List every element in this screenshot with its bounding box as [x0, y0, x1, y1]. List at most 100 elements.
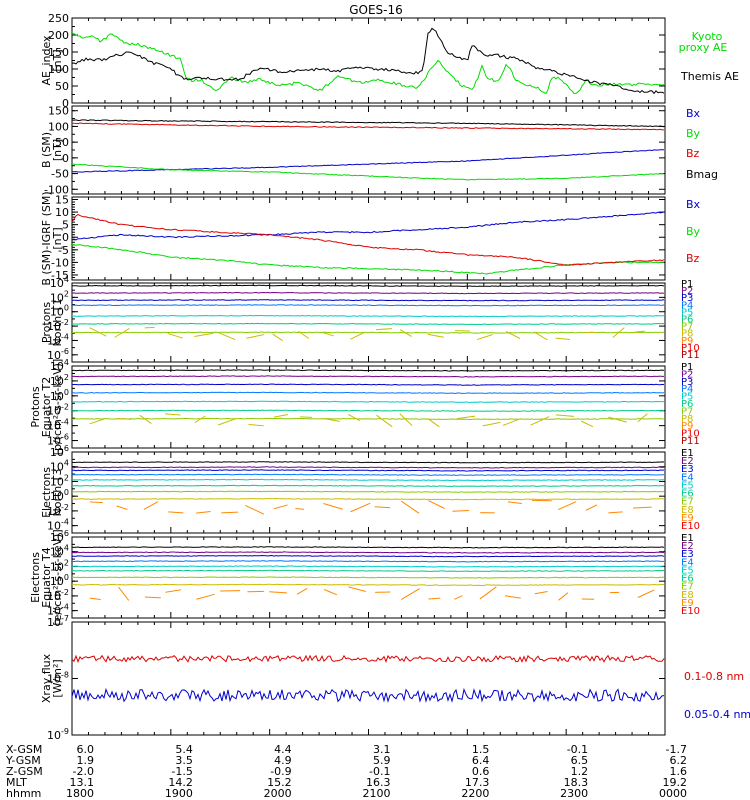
legend-e7: E7: [681, 582, 694, 593]
channel-segment-e9: [558, 592, 569, 601]
channel-segment-p8: [633, 330, 645, 333]
y-tick-label: 10-4: [47, 418, 69, 433]
footer-value: 4.9: [274, 754, 292, 767]
legend-by: By: [686, 225, 701, 238]
y-tick-label: 0: [62, 231, 69, 244]
panel-frame: [71, 365, 666, 449]
y-tick-label: 250: [48, 12, 69, 25]
channel-line-e5: [71, 478, 664, 482]
y-axis-label: B (SM)-IGRF (SM): [40, 191, 53, 285]
footer-value: 5.4: [175, 743, 193, 756]
channel-line-p5: [72, 314, 665, 318]
footer-value: 1800: [66, 787, 94, 800]
y-axis-label: [W/m²]: [51, 659, 64, 697]
channel-segment-p8: [350, 332, 365, 340]
footer-value: -0.1: [567, 743, 588, 756]
channel-line-p3: [71, 383, 665, 386]
y-tick-label: 10: [55, 206, 69, 219]
legend-p9: P9: [681, 421, 693, 432]
y-axis-label: B (SM): [40, 132, 53, 168]
legend-e4: E4: [681, 557, 694, 568]
y-tick-label: 150: [48, 105, 69, 118]
channel-segment-p8: [272, 333, 283, 342]
y-tick-label: 104: [50, 358, 69, 373]
legend-e10: E10: [681, 606, 700, 617]
footer-value: -0.1: [369, 765, 390, 778]
channel-line-p5: [71, 400, 665, 403]
footer-value: 2200: [461, 787, 489, 800]
legend-e1: E1: [681, 533, 694, 544]
panel-2: B (SM)[nT] 150 100 50 0 -50 -100 Bx By Bz Bmag: [40, 105, 718, 197]
channel-line-e1: [71, 546, 665, 549]
footer-label-hhmm: hhmm: [6, 787, 41, 800]
channel-line-e8: [71, 583, 665, 586]
channel-segment-e9: [143, 501, 159, 510]
channel-segment-p8: [217, 417, 238, 426]
channel-segment-p8: [376, 328, 393, 331]
legend-e10: E10: [681, 521, 700, 532]
legend-bx: Bx: [686, 198, 701, 211]
channel-segment-p8: [533, 331, 548, 341]
series-line-kyoto-proxy-ae: [71, 32, 665, 95]
legend-e3: E3: [681, 464, 694, 475]
channel-segment-e9: [428, 597, 441, 600]
channel-segment-p8: [555, 414, 575, 417]
channel-line-p7: [72, 417, 665, 421]
legend-themis-ae: Themis AE: [680, 70, 739, 83]
channel-segment-e9: [196, 593, 215, 600]
channel-line-e2: [71, 551, 665, 554]
channel-segment-e9: [269, 591, 287, 594]
footer-label-mlt: MLT: [6, 776, 27, 789]
legend-p3: P3: [681, 377, 693, 388]
footer-value: 15.2: [267, 776, 292, 789]
legend-proxy-ae: proxy AE: [679, 41, 728, 54]
legend-e9: E9: [681, 598, 694, 609]
footer-value: 2100: [363, 787, 391, 800]
y-tick-label: 10-6: [47, 433, 69, 448]
y-tick-label: 10-4: [47, 603, 69, 618]
channel-segment-p8: [427, 418, 440, 428]
y-tick-label: 10-4: [47, 518, 69, 533]
y-axis-label: Xray flux: [40, 653, 53, 703]
legend-p6: P6: [681, 315, 693, 326]
footer-value: 1.6: [670, 765, 688, 778]
channel-line-p2: [71, 375, 664, 378]
channel-line-e4: [71, 473, 665, 476]
channel-segment-e9: [633, 506, 652, 509]
channel-segment-e9: [165, 589, 182, 593]
y-axis-label: Electrons: [40, 467, 53, 518]
y-axis-label: Equator T4: [40, 547, 53, 607]
y-axis-label: Protons: [40, 302, 53, 343]
channel-segment-p8: [456, 415, 476, 420]
channel-segment-e9: [585, 504, 598, 511]
channel-segment-p8: [273, 414, 289, 418]
y-axis-label: [p/(cm²-s-sr-keV)]: [51, 359, 64, 456]
channel-segment-e9: [428, 500, 445, 509]
channel-segment-p8: [376, 414, 393, 428]
channel-line-e7: [71, 576, 665, 579]
legend-p2: P2: [681, 369, 693, 380]
footer-value: 6.4: [472, 754, 490, 767]
channel-line-p3: [71, 299, 665, 302]
y-tick-label: 104: [50, 544, 69, 559]
footer-value: 6.0: [77, 743, 95, 756]
footer-value: 14.2: [168, 776, 193, 789]
y-tick-label: 10-6: [47, 347, 69, 362]
channel-line-p1: [71, 284, 665, 288]
legend-p8: P8: [681, 329, 693, 340]
legend-e2: E2: [681, 456, 694, 467]
footer-value: -0.9: [270, 765, 291, 778]
footer-value: 2000: [264, 787, 292, 800]
channel-segment-p8: [114, 327, 130, 338]
channel-segment-p8: [399, 413, 413, 427]
footer-value: 3.5: [175, 754, 193, 767]
legend-xray-short: 0.05-0.4 nm: [684, 708, 750, 721]
channel-segment-p8: [608, 416, 627, 423]
legend-e9: E9: [681, 513, 694, 524]
y-tick-label: 10-2: [47, 503, 69, 518]
channel-segment-e9: [273, 504, 288, 510]
channel-line-e6: [71, 484, 665, 488]
footer-value: 19.2: [663, 776, 688, 789]
legend-e8: E8: [681, 505, 694, 516]
